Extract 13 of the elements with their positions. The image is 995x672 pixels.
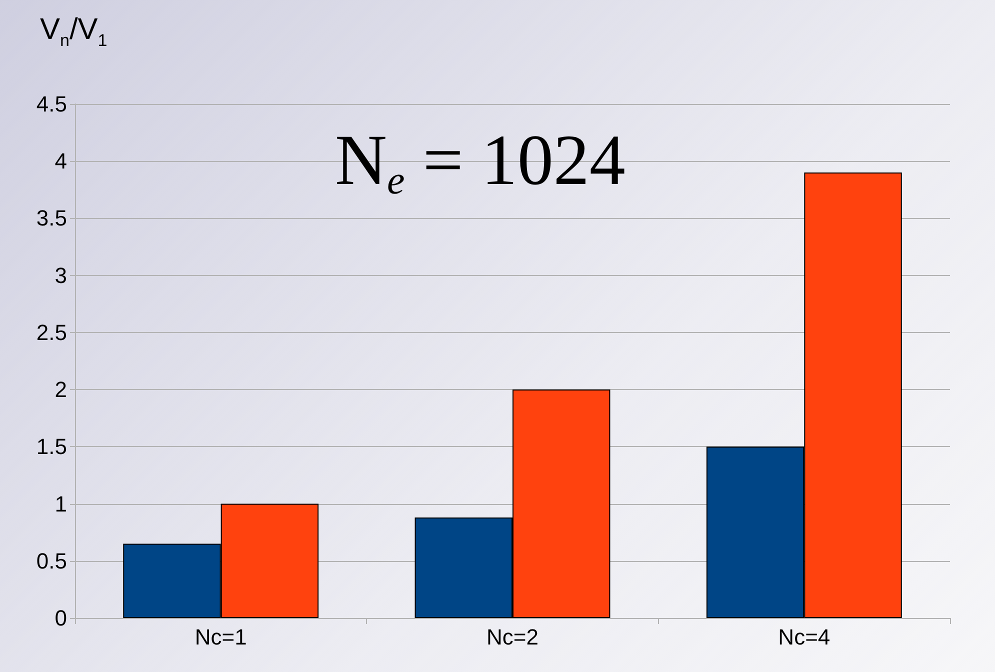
y-tick-label: 4 <box>54 148 67 174</box>
y-tick-label: 0.5 <box>36 548 67 574</box>
y-tick-label: 4.5 <box>36 92 67 116</box>
y-tick-label: 3 <box>54 262 67 288</box>
x-tick-label: Nc=1 <box>194 624 247 650</box>
y-tick-label: 2.5 <box>36 320 67 345</box>
y-tick-label: 2 <box>54 377 67 402</box>
x-tick-label: Nc=2 <box>486 624 538 650</box>
y-tick-label: 1.5 <box>36 434 67 460</box>
y-tick-label: 3.5 <box>36 206 67 231</box>
y-tick-label: 1 <box>54 491 67 516</box>
y-tick-label: 0 <box>54 606 67 630</box>
x-tick-label: Nc=4 <box>778 624 830 650</box>
